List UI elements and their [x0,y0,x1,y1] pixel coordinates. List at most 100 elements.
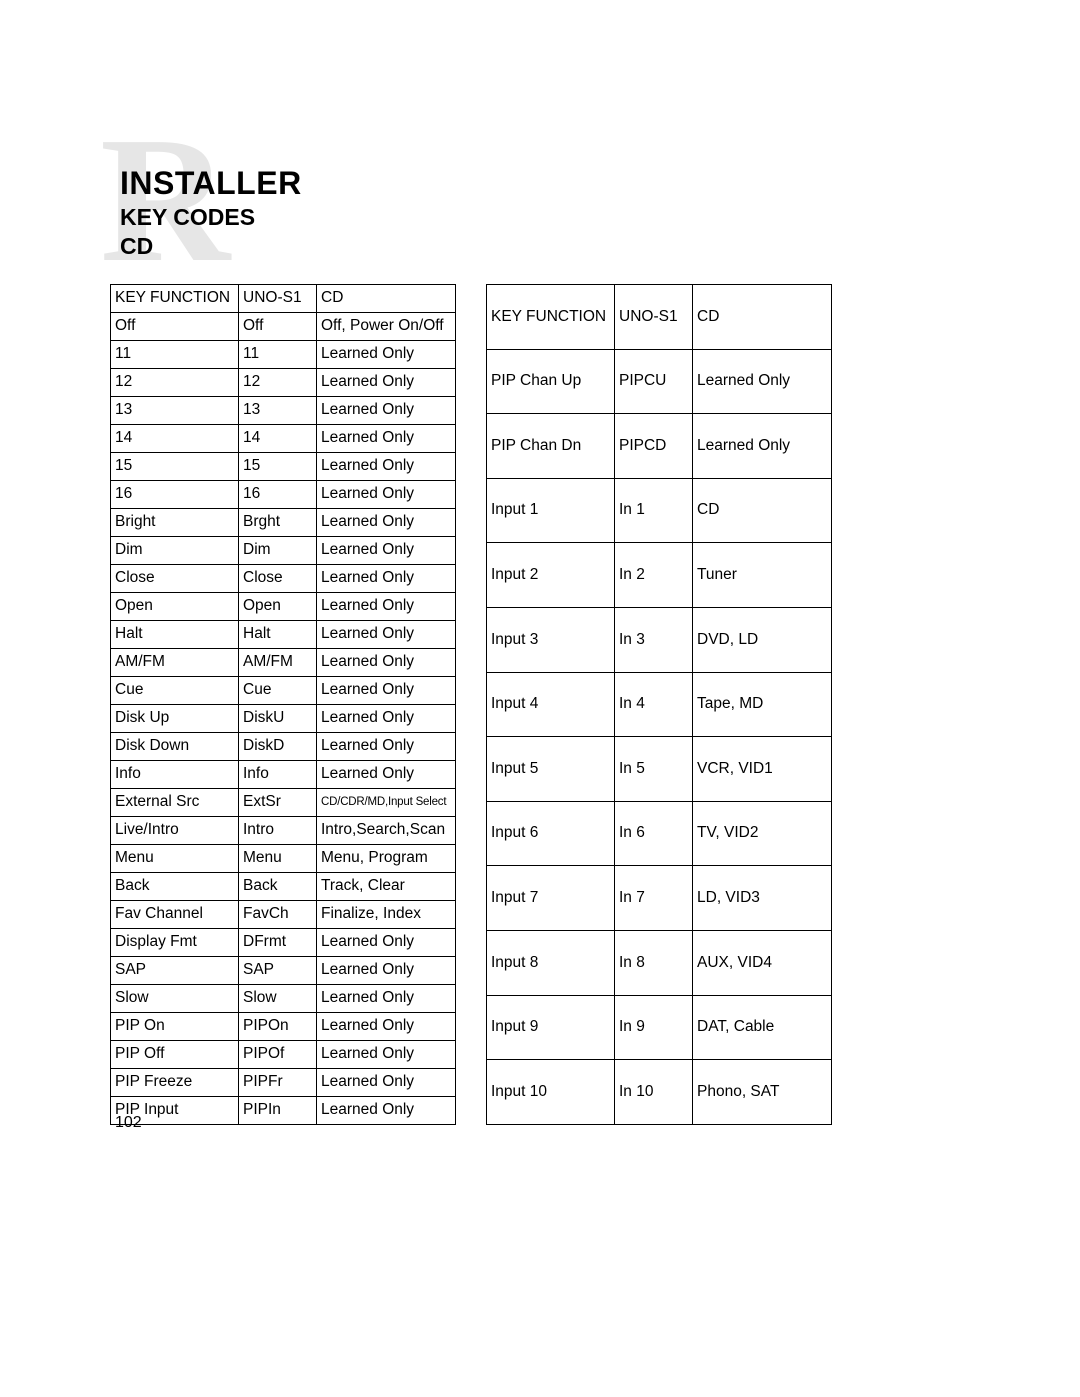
table-cell: PIP Chan Dn [487,414,615,479]
keycodes-table-left: KEY FUNCTIONUNO-S1CDOffOffOff, Power On/… [110,284,456,1125]
table-cell: LD, VID3 [693,866,832,931]
table-cell: PIPFr [239,1069,317,1097]
table-cell: Finalize, Index [317,901,456,929]
table-row: PIP OffPIPOfLearned Only [111,1041,456,1069]
table-row: Fav ChannelFavChFinalize, Index [111,901,456,929]
table-cell: External Src [111,789,239,817]
table-cell: Learned Only [317,929,456,957]
table-cell: Learned Only [317,649,456,677]
table-cell: Disk Down [111,733,239,761]
table-cell: Learned Only [317,761,456,789]
table-cell: Learned Only [317,985,456,1013]
table-cell: 11 [239,341,317,369]
table-cell: Input 2 [487,543,615,608]
table-cell: 16 [239,481,317,509]
table-row: HaltHaltLearned Only [111,621,456,649]
table-cell: In 1 [615,478,693,543]
table-cell: 15 [239,453,317,481]
table-cell: PIPOf [239,1041,317,1069]
table-row: 1616Learned Only [111,481,456,509]
table-cell: Learned Only [317,593,456,621]
table-cell: Input 3 [487,608,615,673]
table-row: Input 7In 7LD, VID3 [487,866,832,931]
table-cell: 13 [239,397,317,425]
table-row: CueCueLearned Only [111,677,456,705]
table-cell: Learned Only [317,565,456,593]
table-cell: Learned Only [317,621,456,649]
table-cell: 14 [239,425,317,453]
table-cell: PIP On [111,1013,239,1041]
table-header-cell: KEY FUNCTION [487,285,615,350]
table-cell: Learned Only [317,341,456,369]
table-cell: Input 8 [487,931,615,996]
table-row: CloseCloseLearned Only [111,565,456,593]
table-cell: CD [693,478,832,543]
table-row: Disk UpDiskULearned Only [111,705,456,733]
table-cell: PIP Input [111,1097,239,1125]
table-cell: CD/CDR/MD,Input Select [317,789,456,817]
table-cell: Back [111,873,239,901]
table-cell: Back [239,873,317,901]
table-cell: Track, Clear [317,873,456,901]
table-row: 1212Learned Only [111,369,456,397]
table-cell: PIPOn [239,1013,317,1041]
table-row: Display FmtDFrmtLearned Only [111,929,456,957]
table-row: BackBackTrack, Clear [111,873,456,901]
table-cell: Display Fmt [111,929,239,957]
table-row: 1313Learned Only [111,397,456,425]
table-header-cell: UNO-S1 [615,285,693,350]
table-cell: Learned Only [317,369,456,397]
table-header-row: KEY FUNCTIONUNO-S1CD [111,285,456,313]
heading-block: INSTALLER KEY CODES CD [120,165,970,260]
table-cell: AM/FM [239,649,317,677]
table-row: OpenOpenLearned Only [111,593,456,621]
table-cell: Input 9 [487,995,615,1060]
table-cell: Intro,Search,Scan [317,817,456,845]
table-header-row: KEY FUNCTIONUNO-S1CD [487,285,832,350]
tables-container: KEY FUNCTIONUNO-S1CDOffOffOff, Power On/… [110,284,970,1125]
table-cell: Learned Only [317,1041,456,1069]
table-cell: Off [239,313,317,341]
table-row: PIP Chan DnPIPCDLearned Only [487,414,832,479]
table-cell: Dim [239,537,317,565]
table-row: Input 3In 3DVD, LD [487,608,832,673]
table-cell: 15 [111,453,239,481]
page-subtitle-1: KEY CODES [120,204,970,231]
table-cell: DiskU [239,705,317,733]
table-cell: PIPIn [239,1097,317,1125]
table-cell: Halt [239,621,317,649]
page: R INSTALLER KEY CODES CD KEY FUNCTIONUNO… [0,0,1080,1397]
table-cell: In 2 [615,543,693,608]
table-row: 1414Learned Only [111,425,456,453]
table-row: Input 6In 6TV, VID2 [487,801,832,866]
table-cell: SAP [111,957,239,985]
table-cell: Cue [111,677,239,705]
page-title: INSTALLER [120,165,970,202]
table-cell: In 8 [615,931,693,996]
table-cell: Phono, SAT [693,1060,832,1125]
table-row: PIP FreezePIPFrLearned Only [111,1069,456,1097]
table-row: PIP InputPIPInLearned Only [111,1097,456,1125]
table-row: Input 10In 10Phono, SAT [487,1060,832,1125]
table-cell: Close [111,565,239,593]
table-cell: In 3 [615,608,693,673]
table-cell: Learned Only [317,1013,456,1041]
table-cell: In 6 [615,801,693,866]
table-cell: Info [111,761,239,789]
table-cell: Close [239,565,317,593]
table-cell: In 7 [615,866,693,931]
page-subtitle-2: CD [120,233,970,260]
table-cell: 12 [239,369,317,397]
table-cell: Off, Power On/Off [317,313,456,341]
table-cell: Cue [239,677,317,705]
table-cell: 13 [111,397,239,425]
table-cell: Learned Only [317,733,456,761]
table-cell: Learned Only [317,509,456,537]
table-row: SAPSAPLearned Only [111,957,456,985]
table-cell: Menu [239,845,317,873]
table-cell: Dim [111,537,239,565]
table-cell: DFrmt [239,929,317,957]
table-cell: Learned Only [693,414,832,479]
table-cell: In 5 [615,737,693,802]
table-row: Live/IntroIntroIntro,Search,Scan [111,817,456,845]
